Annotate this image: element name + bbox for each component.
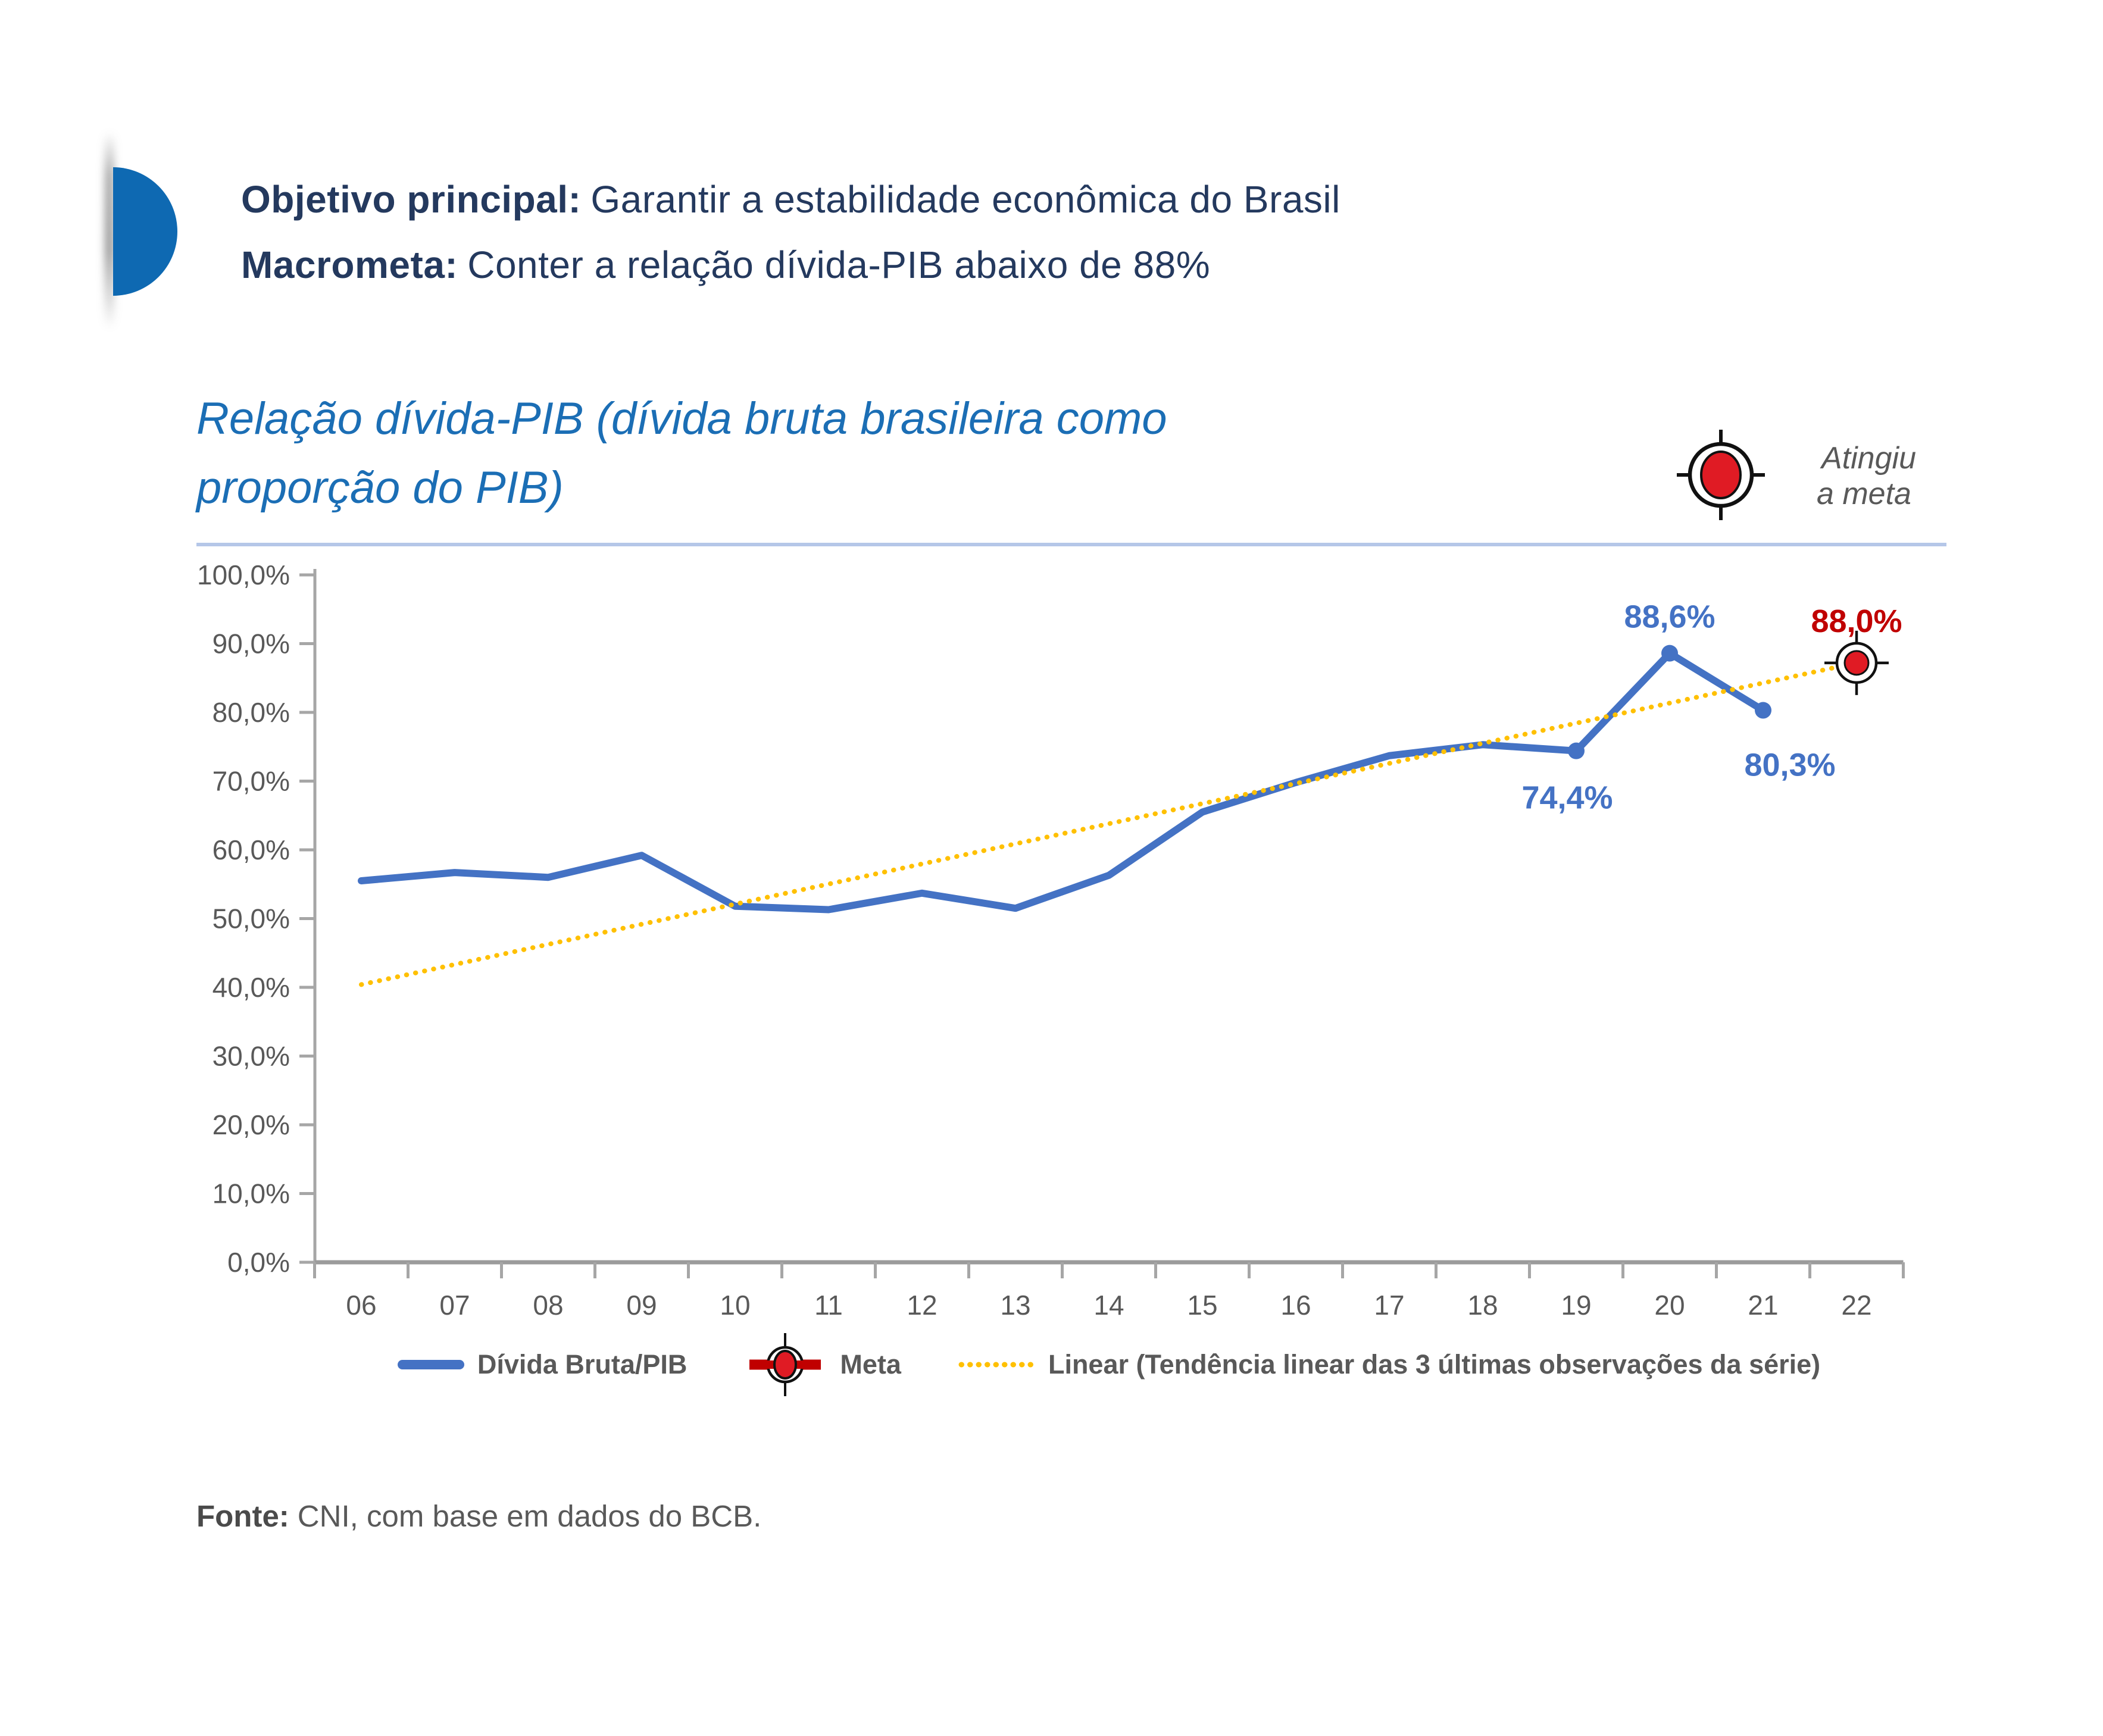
data-label: 80,3% (1744, 747, 1835, 783)
source-label: Fonte: (196, 1499, 289, 1533)
x-category-label: 08 (533, 1290, 563, 1321)
accent-half-circle (113, 167, 177, 296)
x-category-label: 19 (1561, 1290, 1591, 1321)
y-tick-label: 10,0% (213, 1178, 290, 1209)
macro-goal-label: Macrometa: (241, 243, 458, 286)
macro-goal-line: Macrometa: Conter a relação dívida-PIB ab… (241, 243, 1210, 287)
line-swatch-icon (397, 1360, 464, 1369)
y-tick-label: 40,0% (213, 972, 290, 1003)
y-tick-label: 50,0% (213, 903, 290, 934)
dotted-line-swatch-icon (958, 1362, 1035, 1368)
x-category-label: 21 (1748, 1290, 1778, 1321)
x-category-label: 10 (720, 1290, 750, 1321)
x-category-label: 22 (1841, 1290, 1871, 1321)
x-category-label: 12 (907, 1290, 937, 1321)
data-label: 88,6% (1624, 599, 1715, 635)
legend-item-divida: Dívida Bruta/PIB (397, 1349, 688, 1380)
x-category-label: 09 (626, 1290, 657, 1321)
data-label: 74,4% (1521, 780, 1613, 816)
meta-target-icon (749, 1333, 821, 1396)
y-tick-label: 30,0% (213, 1041, 290, 1072)
badge-text-line1: Atingiu (1821, 441, 1916, 476)
x-category-label: 16 (1280, 1290, 1311, 1321)
page-edge-shadow (105, 132, 114, 329)
series-divida-bruta-line (358, 649, 1767, 914)
x-category-label: 06 (346, 1290, 376, 1321)
badge-text-line2: a meta (1817, 477, 1911, 511)
source-text: CNI, com base em dados do BCB. (297, 1499, 762, 1533)
legend-item-meta: Meta (743, 1332, 901, 1397)
x-category-label: 17 (1374, 1290, 1404, 1321)
x-category-label: 20 (1654, 1290, 1685, 1321)
objective-text: Garantir a estabilidade econômica do Bra… (590, 178, 1340, 221)
y-tick-label: 0,0% (227, 1247, 290, 1278)
y-tick-label: 100,0% (197, 559, 290, 590)
y-tick-label: 90,0% (213, 628, 290, 659)
x-category-label: 11 (814, 1290, 843, 1321)
series-point-marker (1568, 742, 1585, 759)
legend-label-divida: Dívida Bruta/PIB (477, 1349, 688, 1380)
linear-trend-line (359, 660, 1859, 987)
chart-legend: Dívida Bruta/PIB Meta Linear (Tendência … (315, 1332, 1903, 1397)
y-tick-label: 70,0% (213, 766, 290, 797)
x-category-label: 14 (1093, 1290, 1124, 1321)
source-note: Fonte: CNI, com base em dados do BCB. (196, 1499, 761, 1534)
target-icon (1677, 430, 1765, 520)
data-label: 88,0% (1811, 603, 1902, 639)
y-tick-label: 80,0% (213, 697, 290, 728)
y-tick-label: 60,0% (213, 834, 290, 865)
chart-title-line2: proporção do PIB) (196, 462, 564, 513)
objective-label: Objetivo principal: (241, 178, 582, 221)
x-category-label: 15 (1187, 1290, 1217, 1321)
debt-gdp-line-chart: 0,0% 10,0% 20,0% 30,0% 40,0% 50,0% 60,0% 70,0% 8… (197, 559, 1905, 1321)
x-category-label: 18 (1467, 1290, 1498, 1321)
objective-line: Objetivo principal: Garantir a estabilida… (241, 177, 1340, 221)
x-category-label: 07 (439, 1290, 470, 1321)
title-divider (196, 543, 1946, 546)
y-tick-label: 20,0% (213, 1109, 290, 1140)
legend-item-linear: Linear (Tendência linear das 3 últimas o… (958, 1349, 1820, 1380)
chart-title-line1: Relação dívida-PIB (dívida bruta brasile… (196, 393, 1167, 444)
macro-goal-text: Conter a relação dívida-PIB abaixo de 88… (467, 243, 1211, 286)
meta-target-marker (1843, 650, 1870, 676)
x-category-label: 13 (1000, 1290, 1030, 1321)
series-point-marker (1755, 702, 1771, 719)
legend-label-linear: Linear (Tendência linear das 3 últimas o… (1048, 1349, 1821, 1380)
series-point-marker (1661, 645, 1678, 662)
legend-label-meta: Meta (840, 1349, 901, 1380)
